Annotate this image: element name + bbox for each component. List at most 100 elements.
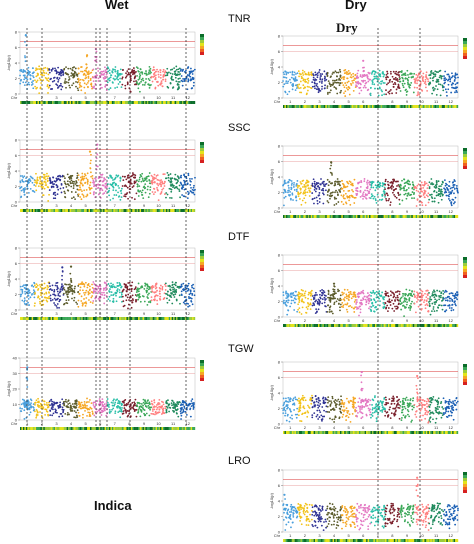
snp-point: [48, 295, 50, 298]
snp-density-cell: [30, 101, 32, 104]
snp-point: [112, 407, 115, 410]
snp-density-cell: [30, 317, 32, 320]
snp-point: [143, 179, 146, 182]
snp-point: [336, 92, 339, 95]
snp-point: [21, 288, 24, 291]
snp-point: [177, 403, 180, 406]
snp-point: [449, 199, 451, 202]
snp-point: [20, 78, 23, 81]
snp-point: [193, 68, 196, 71]
snp-density-cell: [84, 317, 86, 320]
snp-point: [59, 187, 62, 190]
snp-point: [63, 190, 66, 193]
snp-density-cell: [46, 317, 48, 320]
snp-density-cell: [364, 105, 367, 108]
snp-point: [344, 192, 347, 195]
snp-point: [344, 90, 347, 93]
snp-point: [287, 184, 290, 187]
snp-point: [299, 181, 302, 183]
chromosome-tick-label: 8: [391, 99, 394, 104]
snp-point: [62, 71, 65, 74]
snp-point: [391, 191, 394, 194]
snp-point: [427, 184, 430, 187]
snp-point: [69, 404, 72, 407]
snp-point: [38, 92, 41, 95]
snp-density-cell: [116, 317, 118, 320]
snp-point: [83, 294, 86, 296]
snp-point: [159, 287, 162, 290]
chromosome-tick-label: 3: [55, 311, 58, 316]
snp-point: [407, 74, 409, 76]
snp-point: [146, 303, 149, 306]
snp-point: [326, 178, 329, 181]
snp-point: [155, 408, 158, 411]
snp-point: [25, 287, 28, 290]
snp-point: [69, 67, 72, 70]
y-tick-label: 2: [278, 190, 281, 195]
snp-point: [159, 71, 162, 74]
snp-density-cell: [75, 317, 78, 320]
snp-density-cell: [82, 427, 85, 430]
chromosome-2-points: [33, 397, 50, 420]
snp-point: [164, 70, 167, 73]
snp-density-cell: [428, 105, 431, 108]
snp-point: [55, 69, 57, 72]
snp-point: [302, 186, 304, 188]
snp-point: [385, 199, 388, 202]
snp-density-cell: [300, 105, 303, 108]
snp-point: [135, 70, 137, 73]
snp-density-cell: [342, 105, 345, 108]
snp-point: [89, 72, 91, 75]
snp-point: [81, 190, 83, 193]
snp-point: [152, 286, 155, 288]
snp-point: [382, 71, 384, 73]
snp-point: [78, 292, 81, 295]
snp-point: [146, 293, 149, 296]
snp-point: [21, 398, 24, 401]
snp-point: [391, 181, 394, 184]
snp-density-cell: [59, 427, 62, 430]
snp-point: [324, 185, 326, 187]
chromosome-5-points: [77, 397, 94, 419]
snp-point: [427, 192, 430, 195]
snp-point: [404, 72, 407, 75]
snp-density-cell: [56, 427, 59, 430]
snp-density-cell: [44, 427, 47, 430]
snp-point: [55, 183, 58, 186]
snp-point: [178, 294, 181, 297]
snp-point: [144, 183, 147, 186]
snp-point: [104, 186, 107, 189]
snp-point: [39, 87, 42, 90]
snp-density-cell: [141, 317, 143, 320]
snp-density-cell: [62, 427, 64, 430]
snp-point: [431, 72, 433, 75]
snp-point: [156, 80, 159, 83]
snp-point: [19, 285, 22, 288]
snp-point: [363, 180, 366, 183]
snp-point: [335, 203, 338, 205]
snp-density-cell: [390, 105, 393, 108]
snp-point: [50, 185, 53, 188]
snp-point: [141, 177, 144, 180]
snp-point: [113, 404, 115, 407]
snp-point: [110, 291, 113, 294]
snp-density-cell: [125, 317, 127, 320]
snp-point: [19, 410, 22, 412]
chromosome-6-points: [355, 178, 372, 200]
snp-point: [134, 286, 137, 289]
snp-point: [347, 190, 350, 192]
snp-point: [22, 69, 25, 72]
snp-point: [355, 193, 358, 195]
snp-point: [107, 283, 110, 285]
snp-density-cell: [79, 317, 82, 320]
snp-point: [183, 181, 186, 184]
snp-density-cell: [348, 105, 351, 108]
snp-density-cell: [443, 105, 446, 108]
snp-point: [121, 76, 124, 79]
snp-point: [164, 407, 167, 410]
snp-point: [177, 285, 180, 288]
snp-point: [183, 300, 186, 303]
peak-top-point: [61, 266, 64, 269]
snp-point: [27, 81, 30, 84]
